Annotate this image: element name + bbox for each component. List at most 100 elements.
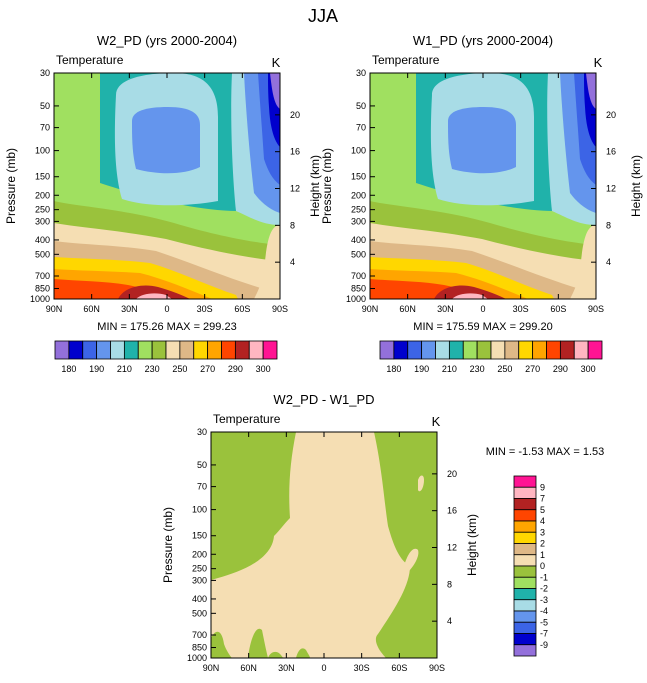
colorbar-box bbox=[532, 340, 547, 360]
height-tick-label: 12 bbox=[290, 184, 300, 194]
colorbar-box bbox=[518, 340, 534, 360]
panel-left-field bbox=[54, 73, 280, 299]
x-tick-label: 30N bbox=[121, 304, 138, 314]
height-tick-label: 4 bbox=[606, 257, 611, 267]
panel-bottom-title: W2_PD - W1_PD bbox=[273, 392, 374, 407]
pressure-tick-label: 70 bbox=[197, 482, 207, 492]
panel-left-xticks: 90N 60N 30N 0 30S 60S 90S bbox=[46, 73, 288, 314]
colorbar-box bbox=[513, 565, 537, 578]
colorbar-label: -7 bbox=[540, 629, 548, 639]
pressure-tick-label: 200 bbox=[35, 190, 50, 200]
panel-left-ylabel: Pressure (mb) bbox=[4, 148, 18, 224]
panel-bottom: W2_PD - W1_PD Temperature K 90N 60N 30N 0 30… bbox=[161, 392, 604, 673]
colorbar-box bbox=[587, 340, 603, 360]
height-tick-label: 8 bbox=[447, 579, 452, 589]
pressure-tick-label: 30 bbox=[197, 427, 207, 437]
colorbar-label: 190 bbox=[89, 364, 104, 374]
colorbar-label: 190 bbox=[414, 364, 429, 374]
colorbar-box bbox=[193, 340, 209, 360]
panel-left-units: K bbox=[272, 55, 281, 70]
colorbar-label: -3 bbox=[540, 595, 548, 605]
x-tick-label: 30N bbox=[278, 663, 295, 673]
colorbar-box bbox=[393, 340, 409, 360]
x-tick-label: 30N bbox=[437, 304, 454, 314]
panel-bottom-units: K bbox=[432, 414, 441, 429]
x-tick-label: 30S bbox=[354, 663, 370, 673]
pressure-tick-label: 850 bbox=[351, 284, 366, 294]
panel-bottom-ylabel: Pressure (mb) bbox=[161, 507, 175, 583]
colorbar-label: 230 bbox=[470, 364, 485, 374]
height-tick-label: 16 bbox=[606, 147, 616, 157]
colorbar-label: 180 bbox=[61, 364, 76, 374]
pressure-tick-label: 50 bbox=[40, 101, 50, 111]
pressure-tick-label: 30 bbox=[356, 68, 366, 78]
pressure-tick-label: 100 bbox=[35, 146, 50, 156]
height-tick-label: 16 bbox=[447, 506, 457, 516]
height-tick-label: 12 bbox=[606, 184, 616, 194]
colorbar-box bbox=[96, 340, 111, 360]
panel-right-ylabel: Pressure (mb) bbox=[320, 148, 334, 224]
x-tick-label: 90N bbox=[46, 304, 63, 314]
colorbar-box bbox=[513, 498, 537, 511]
colorbar-box bbox=[513, 588, 537, 601]
pressure-tick-label: 1000 bbox=[346, 294, 366, 304]
panel-right-minmax: MIN = 175.59 MAX = 299.20 bbox=[413, 321, 552, 333]
colorbar-box bbox=[262, 340, 278, 360]
colorbar-box bbox=[573, 340, 589, 360]
colorbar-label: 3 bbox=[540, 527, 545, 537]
panel-right-title: W1_PD (yrs 2000-2004) bbox=[413, 33, 553, 48]
colorbar-label: 300 bbox=[256, 364, 271, 374]
pressure-tick-label: 70 bbox=[356, 123, 366, 133]
panel-left-title: W2_PD (yrs 2000-2004) bbox=[97, 33, 237, 48]
colorbar-box bbox=[137, 340, 153, 360]
pressure-tick-label: 850 bbox=[192, 643, 207, 653]
colorbar-box bbox=[513, 475, 537, 488]
colorbar-box bbox=[476, 340, 492, 360]
colorbar-label: 300 bbox=[581, 364, 596, 374]
colorbar-label: 210 bbox=[442, 364, 457, 374]
pressure-tick-label: 300 bbox=[35, 216, 50, 226]
colorbar-box bbox=[110, 340, 125, 360]
panel-bottom-variable: Temperature bbox=[213, 412, 281, 426]
panel-bottom-height-ticks: 20 16 12 8 4 bbox=[432, 469, 457, 626]
colorbar-label: -1 bbox=[540, 572, 548, 582]
pressure-tick-label: 100 bbox=[351, 146, 366, 156]
colorbar-box bbox=[513, 644, 537, 657]
panel-right-units: K bbox=[594, 55, 603, 70]
panel-right-variable: Temperature bbox=[372, 53, 440, 67]
colorbar-label: 0 bbox=[540, 561, 545, 571]
colorbar-label: 210 bbox=[117, 364, 132, 374]
height-tick-label: 16 bbox=[290, 147, 300, 157]
height-tick-label: 4 bbox=[290, 257, 295, 267]
panel-right: W1_PD (yrs 2000-2004) Temperature K 90N 6… bbox=[320, 33, 643, 374]
colorbar-label: -9 bbox=[540, 640, 548, 650]
x-tick-label: 90S bbox=[429, 663, 445, 673]
panel-bottom-field bbox=[211, 432, 437, 658]
x-tick-label: 60S bbox=[391, 663, 407, 673]
x-tick-label: 90S bbox=[588, 304, 604, 314]
x-tick-label: 90S bbox=[272, 304, 288, 314]
panel-left: W2_PD (yrs 2000-2004) Temperature K 90N 6… bbox=[4, 33, 322, 374]
colorbar-box bbox=[151, 340, 167, 360]
pressure-tick-label: 400 bbox=[35, 235, 50, 245]
pressure-tick-label: 100 bbox=[192, 505, 207, 515]
colorbar-box bbox=[513, 621, 537, 634]
panel-left-minmax: MIN = 175.26 MAX = 299.23 bbox=[97, 321, 236, 333]
x-tick-label: 0 bbox=[480, 304, 485, 314]
panel-bottom-minmax: MIN = -1.53 MAX = 1.53 bbox=[486, 446, 605, 458]
colorbar-label: 180 bbox=[386, 364, 401, 374]
colorbar-box bbox=[221, 340, 236, 360]
panel-right-colorbar: 180 190 210 230 250 270 290 300 bbox=[379, 340, 603, 374]
pressure-tick-label: 50 bbox=[197, 460, 207, 470]
colorbar-box bbox=[435, 340, 450, 360]
colorbar-label: -2 bbox=[540, 584, 548, 594]
colorbar-box bbox=[546, 340, 561, 360]
pressure-tick-label: 200 bbox=[351, 190, 366, 200]
panel-bottom-xticks: 90N 60N 30N 0 30S 60S 90S bbox=[203, 432, 445, 673]
pressure-tick-label: 150 bbox=[35, 172, 50, 182]
height-tick-label: 20 bbox=[447, 469, 457, 479]
pressure-tick-label: 250 bbox=[192, 564, 207, 574]
colorbar-label: 270 bbox=[525, 364, 540, 374]
